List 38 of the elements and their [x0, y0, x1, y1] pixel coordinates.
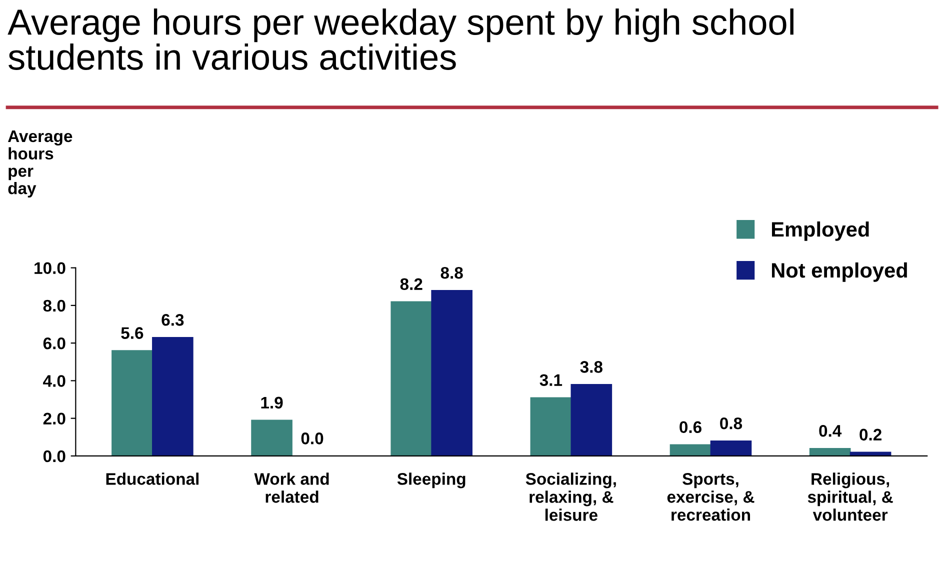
- data-label: 0.0: [301, 432, 324, 444]
- data-label: 6.3: [162, 314, 184, 326]
- data-label: 3.1: [540, 374, 562, 386]
- y-tick-label: 2.0: [43, 412, 66, 425]
- y-tick-label: 4.0: [43, 375, 66, 387]
- x-tick-label: Religious, spiritual, & volunteer: [808, 472, 893, 521]
- x-tick-label: Work and related: [254, 472, 329, 503]
- x-tick-label: Sleeping: [397, 472, 466, 488]
- data-label: 8.2: [400, 278, 422, 290]
- data-label: 0.6: [680, 421, 702, 434]
- bar: [390, 301, 432, 456]
- bar: [112, 350, 153, 456]
- legend-label: Employed: [772, 221, 869, 241]
- data-label: 3.8: [580, 361, 602, 373]
- data-label: 0.8: [720, 417, 742, 430]
- chart-title: Average hours per weekday spent by high school students in various activities: [8, 8, 794, 70]
- bar: [670, 444, 712, 456]
- data-label: 0.2: [860, 428, 882, 441]
- bar: [710, 440, 752, 456]
- y-axis-title: Average hours per day: [8, 130, 72, 198]
- data-label: 0.4: [819, 425, 842, 437]
- legend-label: Not employed: [772, 262, 907, 282]
- x-tick-label: Sports, exercise, & recreation: [667, 473, 754, 521]
- data-label: 8.8: [440, 266, 463, 279]
- bar: [431, 290, 472, 456]
- bar: [152, 337, 194, 456]
- bar: [530, 397, 572, 456]
- bar: [570, 384, 612, 456]
- x-tick-label: Socializing, relaxing, & leisure: [526, 472, 616, 521]
- bar: [251, 420, 292, 456]
- data-label: 1.9: [261, 396, 283, 409]
- data-label: 5.6: [121, 327, 144, 339]
- y-tick-label: 8.0: [43, 300, 66, 312]
- y-tick-label: 6.0: [43, 337, 66, 350]
- y-tick-label: 10.0: [34, 262, 66, 274]
- bar: [809, 448, 851, 456]
- x-tick-label: Educational: [106, 472, 198, 485]
- y-tick-label: 0.0: [43, 450, 66, 462]
